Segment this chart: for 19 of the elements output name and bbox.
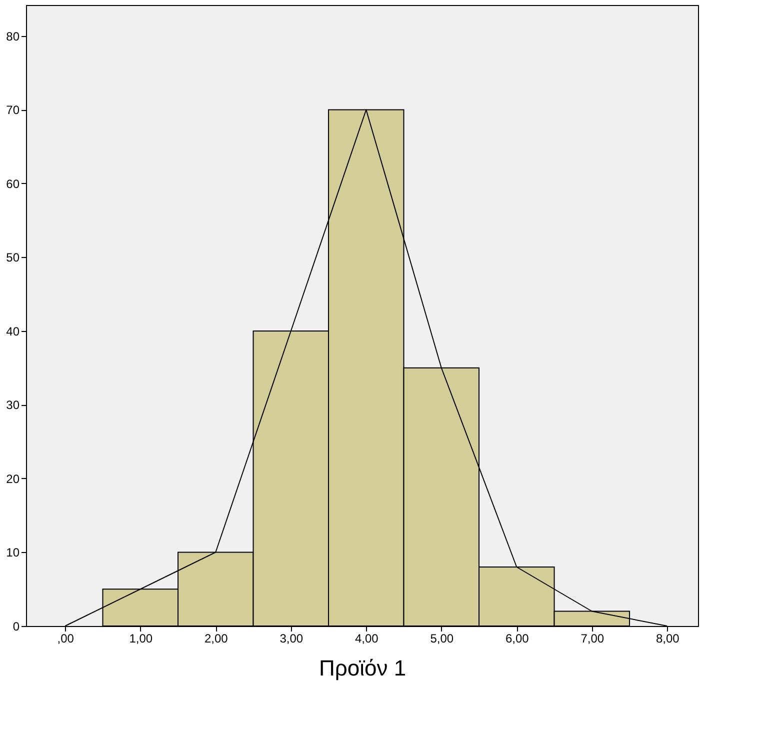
y-tick-label: 60: [6, 176, 20, 191]
x-tick-label: 7,00: [580, 632, 604, 646]
x-tick-label: 6,00: [505, 632, 530, 646]
x-axis-title: Προϊόν 1: [318, 656, 406, 680]
x-tick-label: 3,00: [280, 632, 304, 646]
y-tick-label: 0: [12, 620, 20, 634]
x-tick-label: 8,00: [656, 632, 680, 646]
y-tick-label: 70: [6, 103, 20, 118]
x-tick-label: ,00: [57, 632, 74, 646]
x-tick-label: 5,00: [430, 632, 454, 646]
y-tick-label: 80: [6, 29, 20, 44]
y-tick-label: 50: [6, 250, 20, 265]
x-tick-label: 4,00: [354, 632, 379, 646]
y-tick-label: 40: [6, 324, 20, 338]
y-tick-label: 30: [6, 398, 20, 412]
x-tick-label: 1,00: [129, 632, 153, 646]
x-tick-label: 2,00: [204, 632, 228, 646]
y-tick-label: 20: [6, 472, 20, 486]
y-tick-label: 10: [6, 546, 20, 560]
